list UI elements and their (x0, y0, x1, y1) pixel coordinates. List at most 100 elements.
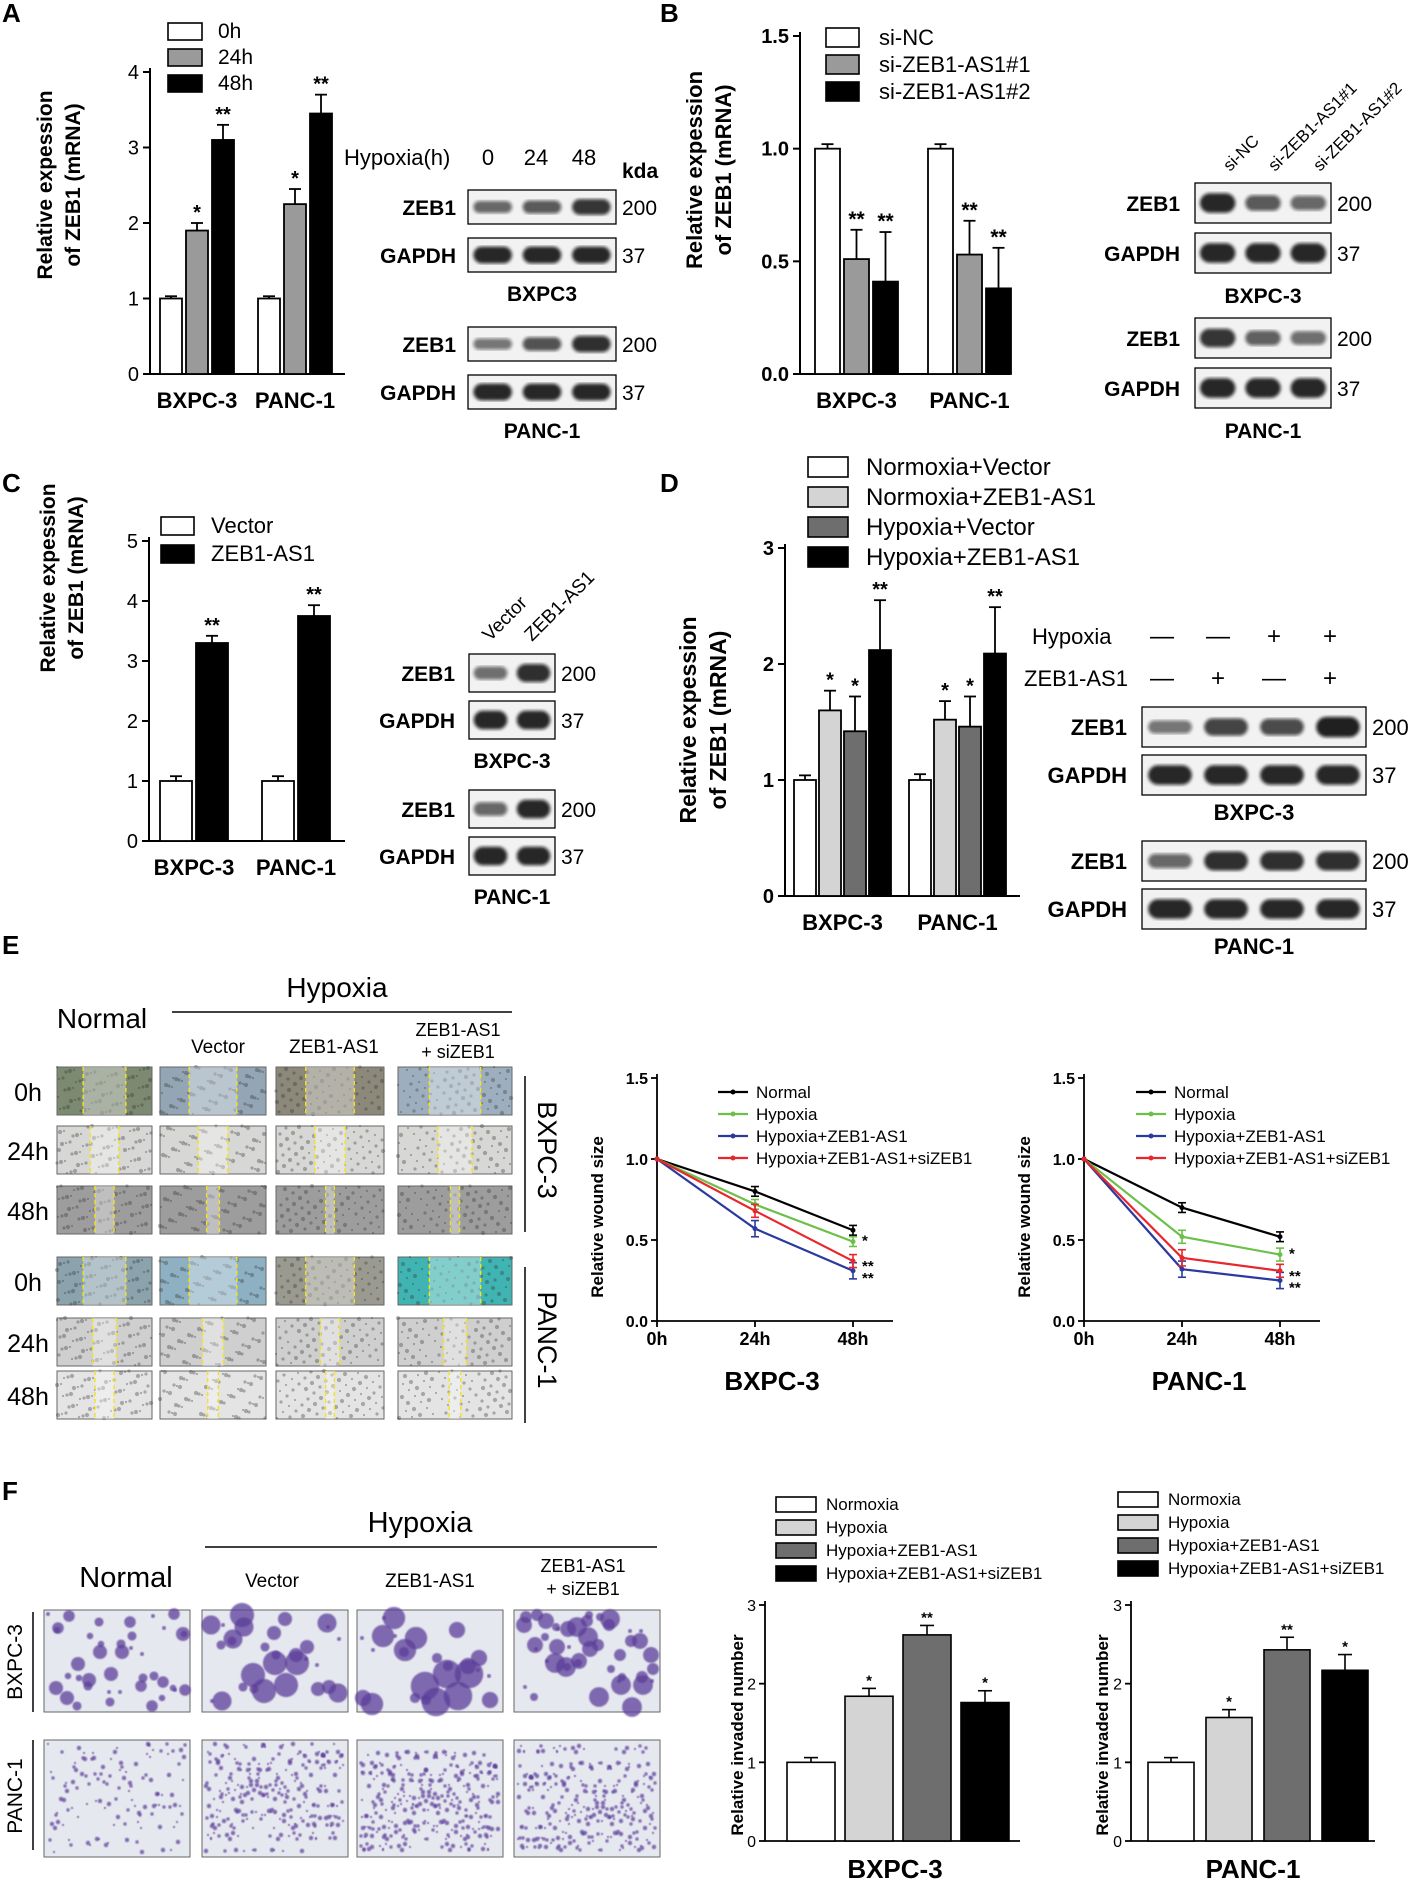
wound-image (159, 1370, 267, 1420)
bar (159, 297, 183, 375)
invaded-cell (157, 1803, 161, 1807)
invaded-cell (444, 1841, 450, 1847)
cell-speck (170, 1326, 176, 1332)
blot-band (1148, 853, 1192, 869)
cell-speck (312, 1391, 316, 1395)
cell-speck (181, 1070, 185, 1074)
cell-speck (208, 1079, 214, 1085)
cell-speck (179, 1169, 183, 1173)
invaded-cell (287, 1758, 293, 1764)
cell-speck (175, 1167, 181, 1173)
cell-speck (94, 1171, 98, 1175)
cell-speck (337, 1262, 343, 1268)
wound-gap (325, 1186, 335, 1234)
cell-speck (144, 1150, 148, 1154)
invaded-cell (371, 1648, 375, 1652)
cell-speck (473, 1341, 477, 1345)
invaded-cell (317, 1788, 323, 1794)
cell-speck (57, 1353, 61, 1357)
cell-speck (173, 1347, 177, 1351)
invaded-cell (201, 1615, 221, 1635)
invaded-cell (229, 1772, 233, 1776)
invaded-cell (150, 1812, 154, 1816)
blot-caption: BXPC-3 (1214, 800, 1295, 825)
blot-band (1245, 378, 1281, 398)
cell-speck (443, 1221, 447, 1225)
invaded-cell (609, 1806, 615, 1812)
cell-speck (481, 1092, 487, 1098)
invaded-cell (537, 1836, 541, 1840)
cell-speck (117, 1209, 121, 1213)
invaded-cell (236, 1783, 240, 1787)
cell-speck (141, 1205, 145, 1209)
invaded-cell (235, 1761, 239, 1765)
invaded-cell (487, 1674, 491, 1678)
invaded-cell (99, 1772, 103, 1776)
cell-speck (338, 1130, 344, 1136)
cell-speck (372, 1194, 376, 1198)
cell-speck (275, 1159, 279, 1163)
cell-speck (65, 1224, 71, 1230)
invaded-cell (624, 1839, 628, 1843)
invaded-cell (423, 1750, 427, 1754)
cell-speck (244, 1344, 248, 1348)
cell-speck (479, 1333, 485, 1339)
cell-speck (350, 1377, 354, 1381)
invaded-cell (546, 1788, 550, 1792)
cell-speck (231, 1088, 235, 1092)
cell-speck (396, 1212, 402, 1218)
invaded-cell (443, 1799, 447, 1803)
invaded-cell (181, 1754, 187, 1760)
cell-speck (275, 1169, 281, 1175)
significance-label: * (1226, 1694, 1232, 1711)
cell-speck (209, 1341, 213, 1345)
cell-speck (399, 1191, 405, 1197)
invaded-cell (558, 1847, 564, 1853)
cell-speck (274, 1089, 278, 1093)
invaded-cell (516, 1617, 532, 1633)
cell-speck (435, 1098, 439, 1102)
cell-speck (396, 1415, 402, 1421)
cell-speck (103, 1080, 107, 1084)
cell-speck (278, 1132, 282, 1136)
invaded-cell (401, 1783, 405, 1787)
invaded-cell (314, 1836, 318, 1840)
invaded-cell (223, 1743, 227, 1747)
cell-speck (456, 1255, 460, 1259)
invaded-cell (293, 1779, 297, 1783)
cell-speck (177, 1149, 181, 1153)
cell-speck (182, 1099, 186, 1103)
invaded-cell (139, 1849, 145, 1855)
invaded-cell (94, 1617, 104, 1627)
wound-gap (198, 1126, 228, 1174)
invaded-cell (275, 1836, 281, 1842)
bar (902, 1634, 952, 1842)
legend-label: si-NC (879, 25, 934, 50)
y-tick-label: 3 (127, 651, 138, 673)
invaded-cell (541, 1633, 549, 1641)
cell-speck (462, 1226, 466, 1230)
invaded-cell (326, 1759, 332, 1765)
cell-speck (499, 1129, 503, 1133)
cell-speck (365, 1129, 369, 1133)
cell-speck (205, 1349, 209, 1353)
invaded-cell (63, 1610, 75, 1622)
cell-speck (160, 1332, 166, 1338)
cell-speck (364, 1166, 368, 1170)
wound-image (159, 1317, 267, 1367)
cell-speck (413, 1191, 417, 1195)
invaded-cell (614, 1805, 618, 1809)
cell-speck (163, 1260, 169, 1266)
invaded-cell (139, 1826, 143, 1830)
invaded-cell (410, 1671, 440, 1701)
cell-speck (190, 1226, 194, 1230)
cell-speck (483, 1080, 487, 1084)
x-category-label: PANC-1 (929, 388, 1009, 413)
invaded-cell (299, 1781, 303, 1785)
cell-speck (420, 1391, 426, 1397)
cell-speck (238, 1152, 242, 1156)
cell-speck (378, 1259, 382, 1263)
invaded-cell (620, 1844, 624, 1848)
invaded-cell (402, 1794, 406, 1798)
cell-speck (451, 1110, 457, 1116)
